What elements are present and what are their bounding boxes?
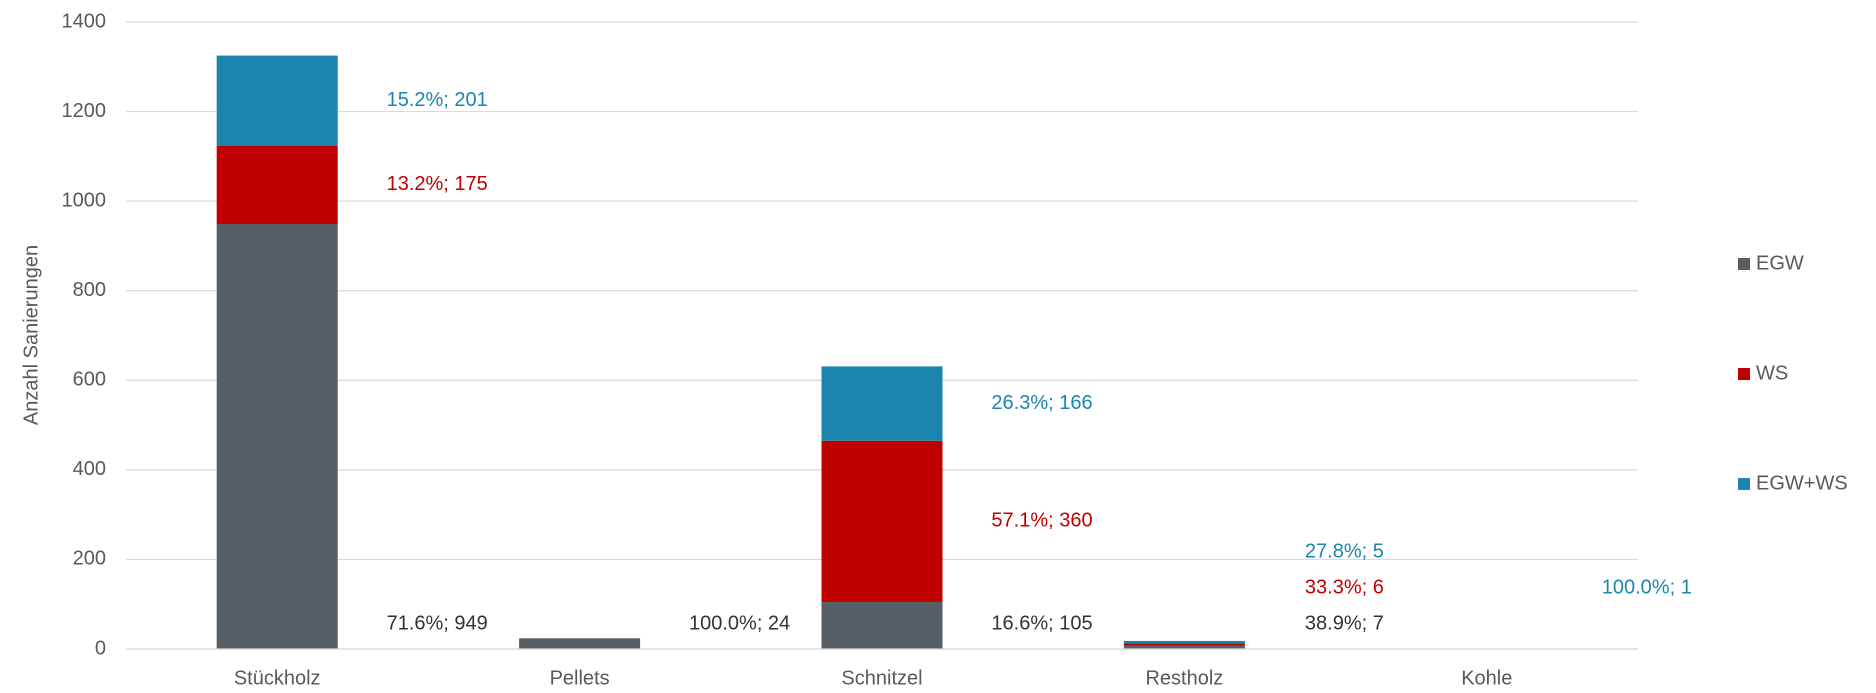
bar-segment (1123, 643, 1245, 646)
data-label: 100.0%; 24 (689, 612, 790, 634)
legend-swatch (1738, 368, 1750, 380)
bar-segment (1123, 645, 1245, 649)
bar-segment (821, 366, 943, 441)
bar-segment (216, 145, 338, 224)
legend-swatch (1738, 478, 1750, 490)
y-tick-label: 600 (73, 369, 106, 391)
y-tick-label: 1400 (62, 10, 107, 32)
data-label: 27.8%; 5 (1305, 540, 1384, 562)
data-label: 15.2%; 201 (387, 89, 488, 111)
bar-segment (216, 223, 338, 649)
bar-segment (519, 638, 641, 649)
legend-swatch (1738, 258, 1750, 270)
bar-segment (821, 601, 943, 649)
x-tick-label: Pellets (550, 667, 610, 689)
y-tick-label: 400 (73, 458, 106, 480)
data-label: 100.0%; 1 (1602, 576, 1692, 598)
y-tick-label: 800 (73, 279, 106, 301)
x-tick-label: Restholz (1145, 667, 1223, 689)
legend-label: WS (1756, 362, 1788, 384)
bar-segment (1123, 640, 1245, 644)
y-tick-label: 0 (95, 637, 106, 659)
legend-label: EGW (1756, 252, 1804, 274)
data-label: 13.2%; 175 (387, 173, 488, 195)
y-tick-label: 1000 (62, 189, 107, 211)
data-label: 71.6%; 949 (387, 612, 488, 634)
bar-segment (821, 440, 943, 602)
legend-label: EGW+WS (1756, 472, 1848, 494)
bar-segment (216, 55, 338, 146)
y-tick-label: 1200 (62, 100, 107, 122)
data-label: 33.3%; 6 (1305, 576, 1384, 598)
y-axis-title: Anzahl Sanierungen (20, 245, 42, 425)
x-tick-label: Kohle (1461, 667, 1512, 689)
data-label: 16.6%; 105 (991, 612, 1092, 634)
y-tick-label: 200 (73, 548, 106, 570)
x-tick-label: Schnitzel (841, 667, 922, 689)
data-label: 38.9%; 7 (1305, 612, 1384, 634)
x-tick-label: Stückholz (234, 667, 321, 689)
data-label: 57.1%; 360 (991, 510, 1092, 532)
data-label: 26.3%; 166 (991, 392, 1092, 414)
